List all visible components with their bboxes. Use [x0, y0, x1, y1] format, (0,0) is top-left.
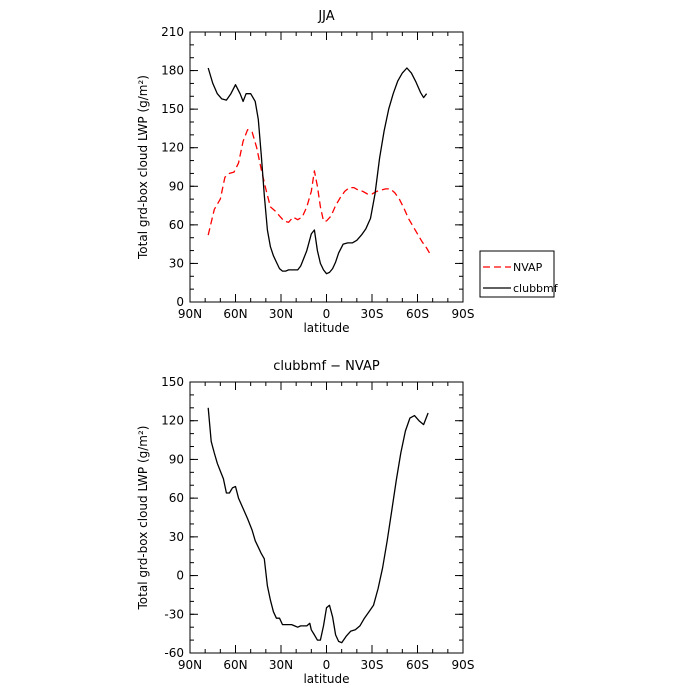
plot-frame: [189, 381, 464, 654]
y-tick-label: 150: [161, 102, 184, 116]
y-tick-label: 30: [169, 530, 184, 544]
y-tick-label: 0: [176, 569, 184, 583]
x-tick-label: 60S: [406, 307, 429, 321]
x-axis-label: latitude: [303, 672, 349, 686]
x-tick-label: 30S: [361, 307, 384, 321]
y-tick-label: 120: [161, 141, 184, 155]
plot-frame: [189, 31, 464, 303]
y-tick-label: -60: [164, 646, 184, 660]
chart-panel-top: JJA 90N 60N 30N 0 30S 60S 90S 0 30 60 90 120 150 180 21…: [136, 9, 559, 335]
legend-label-nvap: NVAP: [513, 261, 543, 274]
x-tick-label: 30N: [269, 307, 293, 321]
x-tick-label: 30N: [269, 658, 293, 672]
y-tick-label: 90: [169, 452, 184, 466]
chart-panel-bottom: clubbmf − NVAP 90N 60N 30N 0 30S 60S 90S -60 -30 0…: [136, 359, 474, 686]
x-tick-label: 90S: [452, 307, 475, 321]
y-tick-label: 180: [161, 64, 184, 78]
y-tick-label: 30: [169, 256, 184, 270]
y-tick-label: 60: [169, 491, 184, 505]
y-tick-label: 0: [176, 295, 184, 309]
y-axis-label: Total grd-box cloud LWP (g/m²): [136, 75, 150, 260]
x-tick-label: 90N: [178, 307, 202, 321]
y-tick-label: -30: [164, 607, 184, 621]
y-tick-label: 120: [161, 414, 184, 428]
x-tick-label: 60N: [223, 307, 247, 321]
chart-title: JJA: [317, 9, 334, 24]
x-tick-label: 30S: [361, 658, 384, 672]
series-line-clubbmf: [207, 67, 428, 275]
y-tick-label: 90: [169, 179, 184, 193]
x-axis-label: latitude: [303, 321, 349, 335]
x-tick-label: 90S: [452, 658, 475, 672]
y-tick-label: 150: [161, 375, 184, 389]
legend-box: [479, 250, 555, 298]
legend: NVAP clubbmf: [479, 250, 559, 298]
x-tick-label: 60S: [406, 658, 429, 672]
y-tick-label: 60: [169, 218, 184, 232]
x-tick-label: 60N: [223, 658, 247, 672]
series-line-difference: [207, 407, 429, 644]
y-axis-label: Total grd-box cloud LWP (g/m²): [136, 426, 150, 611]
chart-title: clubbmf − NVAP: [273, 359, 380, 374]
x-tick-label: 0: [323, 307, 331, 321]
legend-label-clubbmf: clubbmf: [513, 282, 559, 295]
x-tick-label: 0: [323, 658, 331, 672]
y-tick-label: 210: [161, 25, 184, 39]
series-line-nvap: [207, 129, 432, 257]
x-tick-label: 90N: [178, 658, 202, 672]
